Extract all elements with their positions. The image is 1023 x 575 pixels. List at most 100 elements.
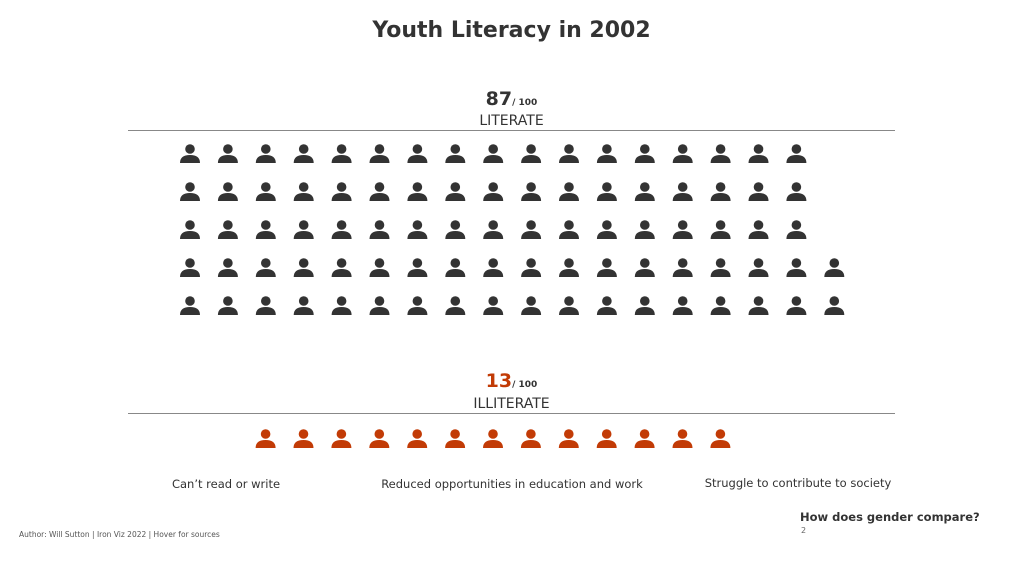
literate-person-icon[interactable] [407, 182, 428, 201]
literate-person-icon[interactable] [672, 296, 693, 315]
illiterate-person-icon[interactable] [369, 429, 390, 448]
illiterate-person-icon[interactable] [520, 429, 541, 448]
literate-person-icon[interactable] [445, 144, 466, 163]
literate-person-icon[interactable] [786, 182, 807, 201]
literate-person-icon[interactable] [596, 258, 617, 277]
literate-person-icon[interactable] [331, 182, 352, 201]
literate-person-icon[interactable] [217, 220, 238, 239]
illiterate-person-icon[interactable] [634, 429, 655, 448]
literate-person-icon[interactable] [748, 258, 769, 277]
literate-person-icon[interactable] [255, 144, 276, 163]
literate-person-icon[interactable] [217, 296, 238, 315]
literate-person-icon[interactable] [407, 144, 428, 163]
literate-person-icon[interactable] [293, 258, 314, 277]
literate-person-icon[interactable] [217, 144, 238, 163]
literate-person-icon[interactable] [559, 258, 579, 277]
illiterate-person-icon[interactable] [445, 429, 466, 448]
illiterate-person-icon[interactable] [293, 429, 314, 448]
literate-person-icon[interactable] [634, 144, 655, 163]
literate-person-icon[interactable] [596, 144, 617, 163]
literate-person-icon[interactable] [369, 220, 390, 239]
literate-person-icon[interactable] [445, 296, 466, 315]
literate-person-icon[interactable] [672, 258, 693, 277]
gender-compare-link[interactable]: How does gender compare? [800, 510, 980, 524]
literate-person-icon[interactable] [634, 296, 655, 315]
literate-person-icon[interactable] [407, 220, 428, 239]
literate-person-icon[interactable] [748, 144, 769, 163]
literate-person-icon[interactable] [748, 220, 769, 239]
literate-person-icon[interactable] [445, 182, 466, 201]
literate-person-icon[interactable] [748, 182, 769, 201]
literate-person-icon[interactable] [824, 296, 845, 315]
literate-person-icon[interactable] [180, 182, 200, 201]
literate-person-icon[interactable] [559, 144, 579, 163]
literate-person-icon[interactable] [596, 220, 617, 239]
literate-person-icon[interactable] [521, 220, 542, 239]
literate-person-icon[interactable] [559, 296, 579, 315]
literate-person-icon[interactable] [331, 144, 352, 163]
literate-person-icon[interactable] [559, 220, 579, 239]
illiterate-person-icon[interactable] [558, 429, 579, 448]
literate-person-icon[interactable] [596, 182, 617, 201]
literate-person-icon[interactable] [710, 182, 731, 201]
literate-person-icon[interactable] [483, 220, 504, 239]
literate-person-icon[interactable] [369, 182, 390, 201]
illiterate-person-icon[interactable] [710, 429, 731, 448]
literate-person-icon[interactable] [331, 258, 352, 277]
literate-person-icon[interactable] [634, 182, 655, 201]
literate-person-icon[interactable] [180, 296, 200, 315]
literate-person-icon[interactable] [293, 182, 314, 201]
illiterate-person-icon[interactable] [407, 429, 428, 448]
literate-person-icon[interactable] [672, 220, 693, 239]
literate-person-icon[interactable] [369, 296, 390, 315]
literate-person-icon[interactable] [634, 220, 655, 239]
literate-person-icon[interactable] [672, 182, 693, 201]
literate-person-icon[interactable] [255, 182, 276, 201]
literate-person-icon[interactable] [596, 296, 617, 315]
literate-person-icon[interactable] [710, 296, 731, 315]
literate-person-icon[interactable] [483, 258, 504, 277]
literate-person-icon[interactable] [786, 144, 807, 163]
literate-person-icon[interactable] [521, 296, 542, 315]
literate-person-icon[interactable] [180, 258, 200, 277]
literate-person-icon[interactable] [217, 182, 238, 201]
literate-person-icon[interactable] [180, 144, 200, 163]
literate-person-icon[interactable] [521, 182, 542, 201]
literate-person-icon[interactable] [407, 258, 428, 277]
illiterate-person-icon[interactable] [255, 429, 276, 448]
literate-person-icon[interactable] [483, 144, 504, 163]
literate-person-icon[interactable] [369, 258, 390, 277]
literate-person-icon[interactable] [634, 258, 655, 277]
literate-person-icon[interactable] [786, 296, 807, 315]
literate-person-icon[interactable] [407, 296, 428, 315]
literate-person-icon[interactable] [293, 220, 314, 239]
author-credit[interactable]: Author: Will Sutton | Iron Viz 2022 | Ho… [19, 530, 220, 539]
literate-person-icon[interactable] [786, 220, 807, 239]
literate-person-icon[interactable] [255, 296, 276, 315]
literate-person-icon[interactable] [445, 258, 466, 277]
literate-person-icon[interactable] [824, 258, 845, 277]
literate-person-icon[interactable] [217, 258, 238, 277]
literate-person-icon[interactable] [293, 144, 314, 163]
illiterate-person-icon[interactable] [672, 429, 693, 448]
literate-person-icon[interactable] [559, 182, 579, 201]
literate-person-icon[interactable] [786, 258, 807, 277]
literate-person-icon[interactable] [748, 296, 769, 315]
literate-person-icon[interactable] [331, 296, 352, 315]
illiterate-person-icon[interactable] [596, 429, 617, 448]
illiterate-person-icon[interactable] [331, 429, 352, 448]
literate-person-icon[interactable] [521, 144, 542, 163]
literate-person-icon[interactable] [255, 258, 276, 277]
literate-person-icon[interactable] [445, 220, 466, 239]
literate-person-icon[interactable] [293, 296, 314, 315]
literate-person-icon[interactable] [483, 182, 504, 201]
literate-person-icon[interactable] [710, 220, 731, 239]
literate-person-icon[interactable] [710, 258, 731, 277]
literate-person-icon[interactable] [521, 258, 542, 277]
literate-person-icon[interactable] [255, 220, 276, 239]
literate-person-icon[interactable] [369, 144, 390, 163]
literate-person-icon[interactable] [483, 296, 504, 315]
illiterate-person-icon[interactable] [483, 429, 503, 448]
literate-person-icon[interactable] [710, 144, 731, 163]
literate-person-icon[interactable] [672, 144, 693, 163]
